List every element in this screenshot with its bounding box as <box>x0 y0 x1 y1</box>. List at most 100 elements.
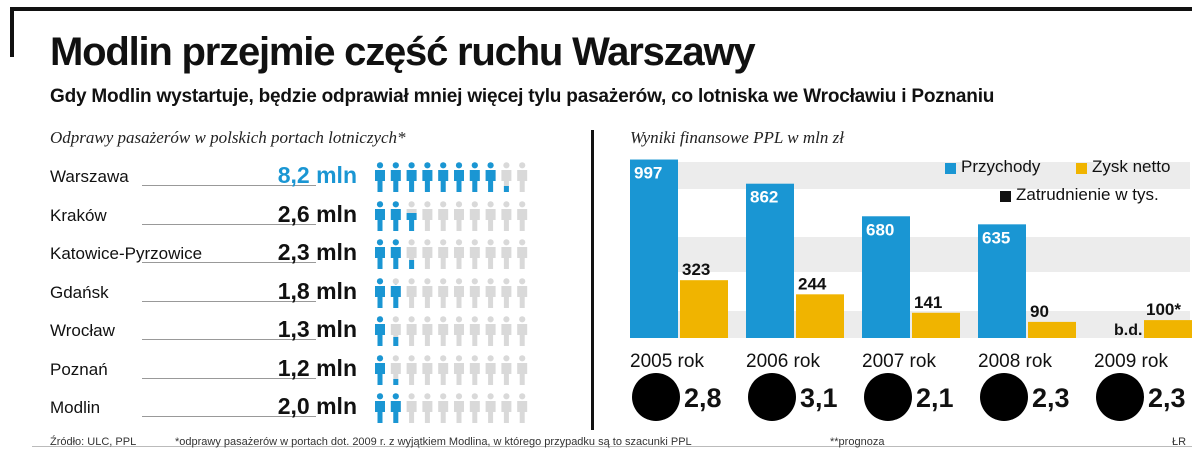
finance-chart: 997 323 2005 rok 2,8 862 244 2006 rok 3,1 680 141… <box>630 159 1192 421</box>
legend-employment-label: Zatrudnienie w tys. <box>1016 185 1159 204</box>
person-icon <box>501 277 512 308</box>
person-icon <box>422 200 433 231</box>
person-icon <box>517 354 528 385</box>
people-pictogram <box>375 393 528 423</box>
person-icon <box>390 277 401 308</box>
person-icon <box>375 239 385 269</box>
person-icon <box>517 162 528 192</box>
person-icon <box>438 239 449 269</box>
frame-left-rule <box>10 7 14 57</box>
person-icon <box>406 162 417 192</box>
profit-label: 90 <box>1030 302 1049 321</box>
person-icon <box>375 162 385 192</box>
person-icon <box>422 316 433 346</box>
person-icon <box>438 162 449 192</box>
port-row: Modlin 2,0 mln <box>50 391 550 427</box>
person-icon <box>454 162 464 192</box>
person-icon <box>406 277 417 308</box>
person-icon <box>438 277 449 308</box>
people-pictogram <box>375 277 528 308</box>
leader-line <box>142 416 316 417</box>
grid-band <box>630 162 1190 189</box>
port-row: Katowice-Pyrzowice 2,3 mln <box>50 237 550 273</box>
leader-line <box>142 185 316 186</box>
person-icon <box>422 354 433 385</box>
revenue-label: 997 <box>634 164 662 183</box>
port-name: Wrocław <box>50 321 115 340</box>
profit-bar <box>796 294 844 338</box>
leader-line <box>142 377 316 379</box>
legend-revenue-swatch <box>945 163 956 174</box>
person-icon <box>469 239 480 269</box>
person-icon <box>501 354 512 385</box>
frame-top-rule <box>10 7 1192 11</box>
revenue-missing-label: b.d. <box>1114 322 1142 339</box>
port-value: 2,6 mln <box>277 200 357 227</box>
port-value: 2,3 mln <box>277 239 357 265</box>
employment-value: 2,1 <box>916 383 954 413</box>
port-value: 2,0 mln <box>277 393 357 419</box>
year-label: 2008 rok <box>978 351 1052 372</box>
port-row: Poznań 1,2 mln <box>50 353 550 389</box>
people-pictogram <box>375 162 528 192</box>
profit-bar <box>680 280 728 338</box>
people-pictogram <box>375 354 528 385</box>
port-value: 1,2 mln <box>277 354 357 381</box>
person-icon <box>390 162 401 192</box>
person-icon <box>485 393 496 423</box>
person-icon <box>501 393 512 423</box>
person-icon <box>406 239 417 269</box>
employment-dot <box>748 373 796 421</box>
person-icon <box>390 354 401 385</box>
page-title: Modlin przejmie część ruchu Warszawy <box>50 30 756 74</box>
person-icon <box>438 354 449 385</box>
port-row: Gdańsk 1,8 mln <box>50 276 550 312</box>
port-name: Poznań <box>50 359 108 379</box>
leader-line <box>142 223 316 225</box>
person-icon <box>454 393 464 423</box>
legend-revenue-label: Przychody <box>961 157 1041 176</box>
leader-line <box>142 300 316 302</box>
person-icon <box>517 200 528 231</box>
revenue-bar <box>862 216 910 338</box>
port-value: 1,8 mln <box>277 277 357 304</box>
port-value: 8,2 mln <box>277 162 357 188</box>
person-icon <box>501 316 512 346</box>
leader-line <box>142 262 316 263</box>
employment-dot <box>1096 373 1144 421</box>
port-name: Kraków <box>50 205 107 225</box>
employment-value: 2,8 <box>684 383 722 413</box>
profit-label: 244 <box>798 274 827 293</box>
profit-label: 323 <box>682 260 710 279</box>
port-name: Modlin <box>50 398 101 417</box>
person-icon <box>438 200 449 231</box>
port-row: Wrocław 1,3 mln <box>50 314 550 350</box>
person-icon <box>454 354 464 385</box>
person-icon <box>406 316 417 346</box>
person-icon <box>454 277 464 308</box>
person-icon <box>375 277 385 308</box>
person-icon <box>390 200 401 231</box>
footer-forecast-note: **prognoza <box>830 436 885 448</box>
legend-profit-swatch <box>1076 163 1087 174</box>
person-icon <box>501 162 512 192</box>
person-icon <box>501 239 512 269</box>
year-label: 2007 rok <box>862 351 936 372</box>
person-icon <box>454 316 464 346</box>
footer-credit: ŁR <box>1172 436 1187 448</box>
person-icon <box>469 162 480 192</box>
person-icon <box>469 277 480 308</box>
person-icon <box>406 200 417 231</box>
employment-dot <box>632 373 680 421</box>
person-icon <box>454 239 464 269</box>
port-value: 1,3 mln <box>277 316 357 342</box>
year-label: 2006 rok <box>746 351 820 372</box>
person-icon <box>422 239 433 269</box>
person-icon <box>406 354 417 385</box>
person-icon <box>485 200 496 231</box>
year-label: 2009 rok <box>1094 351 1168 372</box>
person-icon <box>517 277 528 308</box>
revenue-bar <box>978 224 1026 338</box>
revenue-label: 680 <box>866 220 894 239</box>
leader-line <box>142 339 316 340</box>
